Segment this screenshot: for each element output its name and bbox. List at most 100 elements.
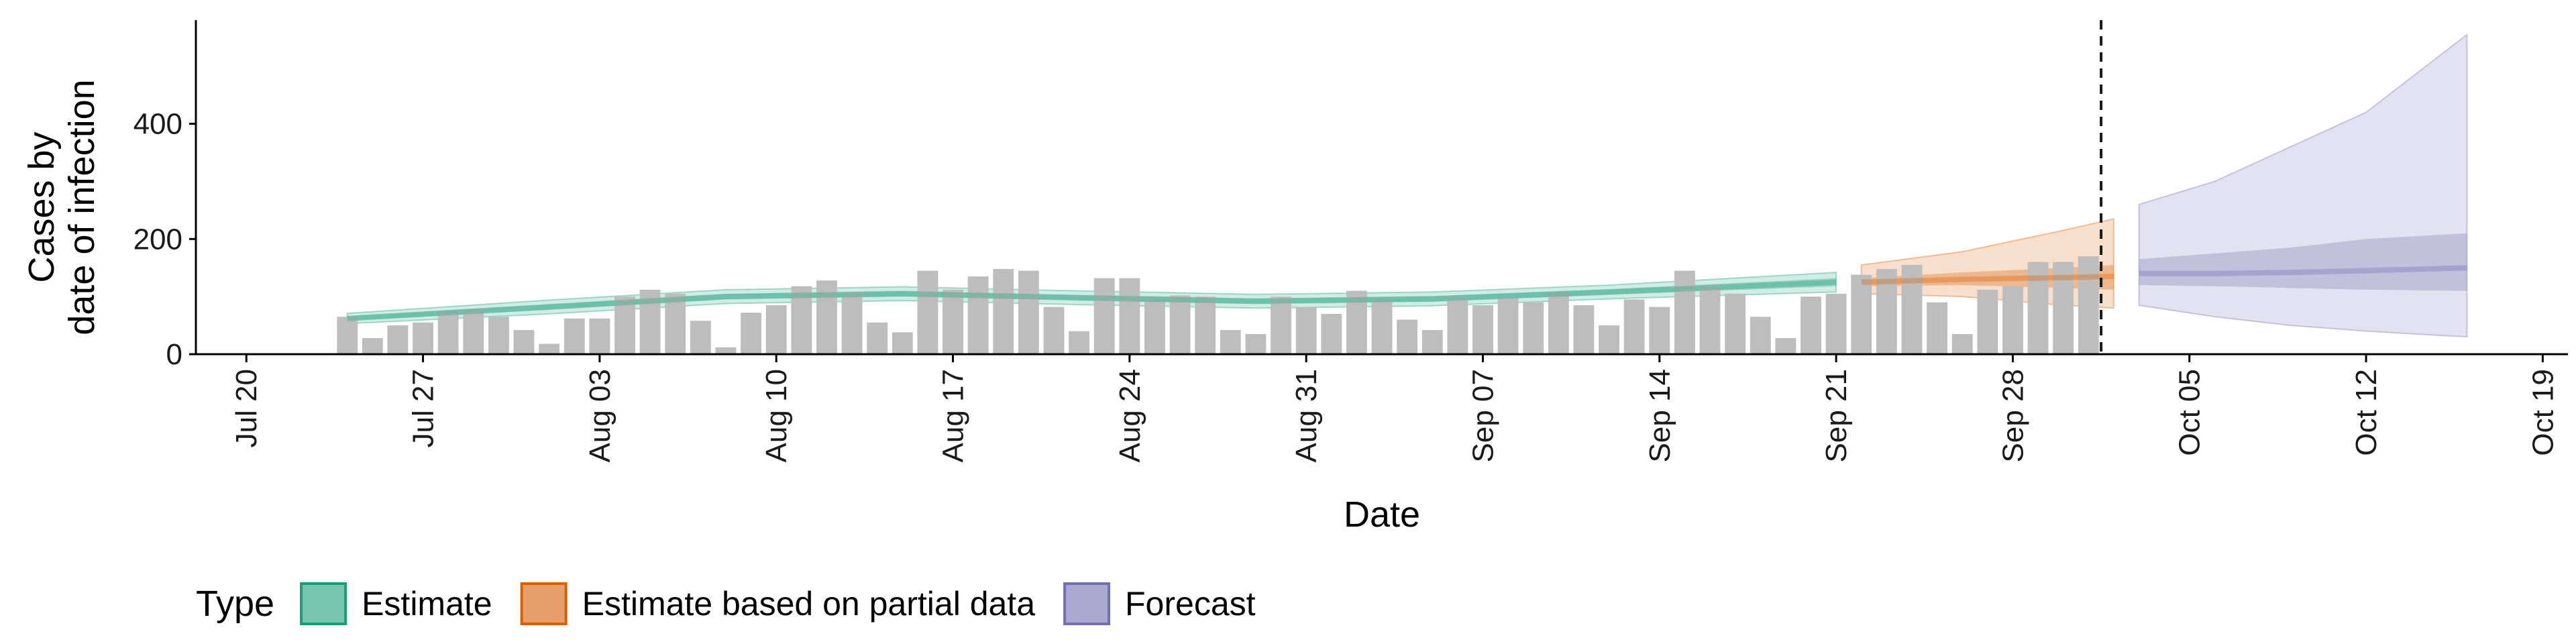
legend-swatch-forecast xyxy=(1063,582,1111,625)
reported-cases-bar xyxy=(967,276,989,354)
reported-cases-bar xyxy=(614,297,635,354)
reported-cases-bar xyxy=(1825,293,1847,354)
reported-cases-bar xyxy=(1271,297,1291,354)
reported-cases-bar xyxy=(1674,270,1695,354)
reported-cases-bar xyxy=(1775,337,1796,354)
estimate-based-on-partial-data-median-line xyxy=(1861,274,2114,285)
reported-cases-bar xyxy=(1195,297,1216,354)
legend-label: Forecast xyxy=(1125,585,1256,623)
estimate-based-on-partial-data-band-50 xyxy=(1861,264,2114,290)
x-tick-label: Sep 28 xyxy=(1996,369,2029,462)
reported-cases-bar xyxy=(1321,313,1342,354)
x-tick-label: Jul 27 xyxy=(407,369,440,447)
reported-cases-bar xyxy=(539,343,560,354)
reported-cases-bar xyxy=(1901,264,1923,354)
reported-cases-bar xyxy=(1421,329,1443,354)
y-axis-title: date of infection xyxy=(62,79,102,335)
reported-cases-bar xyxy=(387,325,409,354)
x-tick-label: Oct 19 xyxy=(2526,369,2559,456)
x-tick-label: Oct 05 xyxy=(2174,369,2206,456)
forecast-band-90 xyxy=(2138,33,2468,338)
reported-cases-bar xyxy=(1447,297,1468,354)
reported-cases-bar xyxy=(337,317,358,354)
reported-cases-bar xyxy=(1295,307,1317,354)
reported-cases-bar xyxy=(1927,302,1947,354)
reported-cases-bar xyxy=(1801,297,1821,354)
reported-cases-bar xyxy=(1397,319,1418,354)
x-tick-label: Jul 20 xyxy=(230,369,263,447)
reported-cases-bar xyxy=(715,347,737,354)
bar-layer xyxy=(337,256,2099,354)
legend-label: Estimate based on partial data xyxy=(582,585,1036,623)
reported-cases-bar xyxy=(513,329,535,354)
reported-cases-bar xyxy=(1144,299,1165,354)
reported-cases-bar xyxy=(413,322,433,354)
x-tick-label: Aug 03 xyxy=(584,369,616,462)
reported-cases-bar xyxy=(841,292,863,354)
x-tick-label: Sep 07 xyxy=(1466,369,1499,462)
reported-cases-bar xyxy=(892,332,913,354)
reported-cases-bar xyxy=(1346,290,1367,354)
legend-swatch-estimate xyxy=(300,582,347,625)
estimate-median-line xyxy=(347,279,1837,321)
y-axis-title: Cases by xyxy=(21,131,62,282)
reported-cases-bar xyxy=(1245,333,1267,354)
reported-cases-bar xyxy=(1220,329,1241,354)
reported-cases-bar xyxy=(2027,262,2049,354)
x-tick-label: Aug 17 xyxy=(937,369,970,462)
x-tick-label: Oct 12 xyxy=(2350,369,2383,456)
estimate-band-50 xyxy=(347,278,1837,321)
reported-cases-bar xyxy=(589,318,610,354)
reported-cases-bar xyxy=(1876,268,1897,354)
legend: Type Estimate Estimate based on partial da… xyxy=(196,582,1256,625)
reported-cases-bar xyxy=(1851,274,1872,354)
reported-cases-bar xyxy=(1169,295,1191,354)
reported-cases-bar xyxy=(741,313,761,354)
reported-cases-bar xyxy=(1649,307,1670,354)
estimate-based-on-partial-data-band-90 xyxy=(1860,217,2114,309)
x-tick-label: Sep 21 xyxy=(1820,369,1853,462)
y-tick-label: 200 xyxy=(133,223,182,256)
forecast-band-50 xyxy=(2139,233,2467,291)
reported-cases-bar xyxy=(943,289,963,354)
reported-cases-bar xyxy=(1043,307,1065,354)
ribbon-layer xyxy=(346,33,2468,338)
reported-cases-bar xyxy=(993,268,1014,354)
reported-cases-bar xyxy=(1750,317,1771,354)
reported-cases-bar xyxy=(765,305,787,354)
reported-cases-bar xyxy=(1069,331,1090,354)
legend-item-forecast: Forecast xyxy=(1063,582,1256,625)
reported-cases-bar xyxy=(1119,278,1140,354)
reported-cases-bar xyxy=(917,270,938,354)
reported-cases-bar xyxy=(690,321,711,354)
reported-cases-bar xyxy=(564,318,585,354)
legend-item-estimate: Estimate xyxy=(300,582,492,625)
y-tick-label: 0 xyxy=(166,338,182,371)
reported-cases-bar xyxy=(2053,262,2074,354)
reported-cases-bar xyxy=(1093,278,1115,354)
reported-cases-bar xyxy=(437,311,459,354)
legend-label: Estimate xyxy=(362,585,492,623)
reported-cases-bar xyxy=(488,317,509,354)
reported-cases-bar xyxy=(1472,305,1493,354)
x-tick-label: Aug 24 xyxy=(1114,369,1146,462)
reported-cases-bar xyxy=(1018,270,1039,354)
reported-cases-bar xyxy=(1548,292,1569,354)
x-axis-title: Date xyxy=(1344,494,1420,535)
reported-cases-bar xyxy=(867,322,888,354)
y-tick-label: 400 xyxy=(133,108,182,141)
median-line-layer xyxy=(347,265,2467,321)
legend-swatch-estimate-based-on-partial-data xyxy=(520,582,568,625)
reported-cases-bar xyxy=(639,289,661,354)
reported-cases-bar xyxy=(1951,333,1973,354)
axes-layer: 0 200 400 Jul 20 Jul 27 Aug 03 Aug 10 Aug 17 Aug… xyxy=(21,20,2568,535)
reported-cases-bar xyxy=(1523,302,1544,354)
reported-cases-bar xyxy=(816,280,837,354)
reported-cases-bar xyxy=(1497,297,1519,354)
reported-cases-bar xyxy=(463,309,484,354)
reported-cases-bar xyxy=(665,293,686,354)
x-tick-label: Aug 31 xyxy=(1290,369,1323,462)
reported-cases-bar xyxy=(362,337,383,354)
x-tick-label: Aug 10 xyxy=(760,369,793,462)
